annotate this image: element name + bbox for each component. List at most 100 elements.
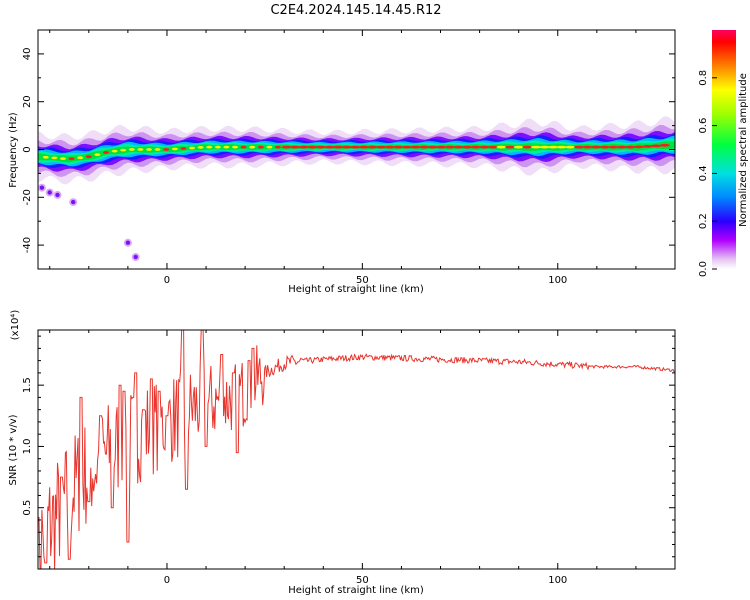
spectrogram-y-tick-label: -20 <box>22 189 33 205</box>
colorbar-tick-label: 0.4 <box>698 165 709 181</box>
colorbar-gradient <box>712 30 736 269</box>
spectrogram-peak-core <box>163 148 170 151</box>
snr-series-line <box>38 330 675 569</box>
snr-plot-area <box>38 330 675 569</box>
spectrogram-peak-core <box>307 145 318 149</box>
spectrogram-peak-core <box>419 145 430 149</box>
spectrogram-peak-core <box>298 145 309 149</box>
spectrogram-peak-core <box>565 145 576 149</box>
spectrogram-peak-core <box>522 145 533 149</box>
spectrogram-peak-core <box>350 145 361 149</box>
spectrogram-peak-core <box>410 145 421 149</box>
spectrogram-y-tick-label: -40 <box>22 237 33 253</box>
spectrogram-blob <box>71 199 76 205</box>
spectrogram-peak-core <box>341 145 352 149</box>
spectrogram-peak-core <box>111 149 118 153</box>
spectrogram-peak-core <box>281 145 292 149</box>
spectrogram-x-tick-label: 50 <box>356 275 369 286</box>
spectrogram-blob <box>47 190 52 195</box>
spectrogram-peak-core <box>240 145 247 149</box>
spectrogram-peak-core <box>462 145 473 149</box>
spectrogram-peak-core <box>85 155 92 159</box>
spectrogram-peak-core <box>616 145 627 149</box>
spectrogram-peak-core <box>333 145 344 149</box>
snr-multiplier-label: (x10⁴) <box>10 310 21 341</box>
spectrogram-peak-core <box>470 145 481 149</box>
spectrogram-peak-core <box>274 145 281 149</box>
spectrogram-peak-core <box>625 145 636 149</box>
snr-frame <box>37 329 676 570</box>
colorbar-tick-label: 0.0 <box>698 261 709 277</box>
snr-x-tick-label: 100 <box>548 575 567 586</box>
spectrogram-x-tick-label: 0 <box>164 275 170 286</box>
spectrogram-peak-core <box>68 157 75 161</box>
spectrogram-peak-core <box>367 145 378 149</box>
spectrogram-peak-core <box>77 156 84 160</box>
spectrogram-y-axis-label: Frequency (Hz) <box>8 112 19 188</box>
spectrogram-heatmap <box>38 116 675 261</box>
spectrogram-peak-core <box>479 145 490 149</box>
spectrogram-peak-core <box>171 147 178 151</box>
spectrogram-peak-core <box>444 145 455 149</box>
spectrogram-peak-core <box>401 145 412 149</box>
spectrogram-peak-core <box>436 145 447 149</box>
colorbar-tick-label: 0.6 <box>698 118 709 134</box>
spectrogram-peak-core <box>487 145 498 149</box>
spectrogram-peak-core <box>94 153 101 157</box>
spectrogram-peak-core <box>548 145 559 149</box>
spectrogram-y-tick-label: 40 <box>22 48 33 61</box>
spectrogram-peak-core <box>315 145 326 149</box>
spectrogram-peak-core <box>358 145 369 149</box>
spectrogram-peak-core <box>582 145 593 149</box>
spectrogram-peak-core <box>137 148 144 151</box>
snr-x-tick-label: 50 <box>356 575 369 586</box>
snr-x-axis-label: Height of straight line (km) <box>288 585 424 596</box>
snr-y-axis-label: SNR (10 * v/v) <box>8 414 19 485</box>
snr-y-tick-label: 0.5 <box>22 500 33 516</box>
snr-y-tick-label: 1.5 <box>22 377 33 393</box>
spectrogram-blob <box>39 185 45 190</box>
spectrogram-peak-core <box>232 145 238 149</box>
spectrogram-peak-core <box>513 145 524 149</box>
spectrogram-peak-core <box>51 156 58 160</box>
spectrogram-peak-core <box>530 145 541 149</box>
colorbar: 0.0 0.2 0.4 0.6 0.8 Normalized spectral ampl… <box>698 30 749 277</box>
spectrogram-x-tick-label: 100 <box>548 275 567 286</box>
spectrogram-x-axis-label: Height of straight line (km) <box>288 284 424 295</box>
spectrogram-peak-core <box>539 145 550 149</box>
spectrogram-peak-core <box>453 145 464 149</box>
spectrogram-peak-core <box>393 145 404 149</box>
spectrogram-panel: 0 50 100 -40 -20 0 20 40 Height of straight lin… <box>8 29 676 295</box>
chart-title: C2E4.2024.145.14.45.R12 <box>270 3 441 18</box>
spectrogram-peak-core <box>384 145 395 149</box>
spectrogram-peak-core <box>556 145 567 149</box>
spectrogram-peak-core <box>42 155 49 159</box>
spectrogram-peak-core <box>642 145 653 148</box>
spectrogram-y-tick-label: 0 <box>22 146 33 152</box>
spectrogram-peak-core <box>128 148 135 151</box>
snr-x-tick-label: 0 <box>164 575 170 586</box>
colorbar-tick-label: 0.2 <box>698 213 709 229</box>
spectrogram-peak-core <box>223 145 230 149</box>
spectrogram-peak-core <box>189 146 195 150</box>
spectrogram-blob <box>55 192 60 198</box>
spectrogram-peak-core <box>206 145 213 149</box>
spectrogram-peak-core <box>634 145 644 149</box>
spectrogram-peak-core <box>154 148 161 151</box>
colorbar-label: Normalized spectral amplitude <box>738 73 749 227</box>
spectrogram-y-tick-label: 20 <box>22 95 33 108</box>
spectrogram-peak-core <box>608 145 619 149</box>
spectrogram-peak-core <box>146 148 152 151</box>
spectrogram-peak-core <box>573 145 584 149</box>
spectrogram-peak-core <box>376 145 387 149</box>
spectrogram-peak-core <box>505 145 516 149</box>
spectrogram-peak-core <box>120 148 127 152</box>
spectrogram-peak-core <box>496 145 507 149</box>
spectrogram-peak-core <box>180 147 187 150</box>
snr-panel: 0 50 100 0.5 1.0 1.5 Height of straight line … <box>8 310 676 596</box>
colorbar-ticks: 0.0 0.2 0.4 0.6 0.8 <box>698 70 717 277</box>
spectrogram-peak-core <box>324 145 335 149</box>
spectrogram-peak-core <box>60 157 66 161</box>
spectrogram-peak-core <box>427 145 438 149</box>
